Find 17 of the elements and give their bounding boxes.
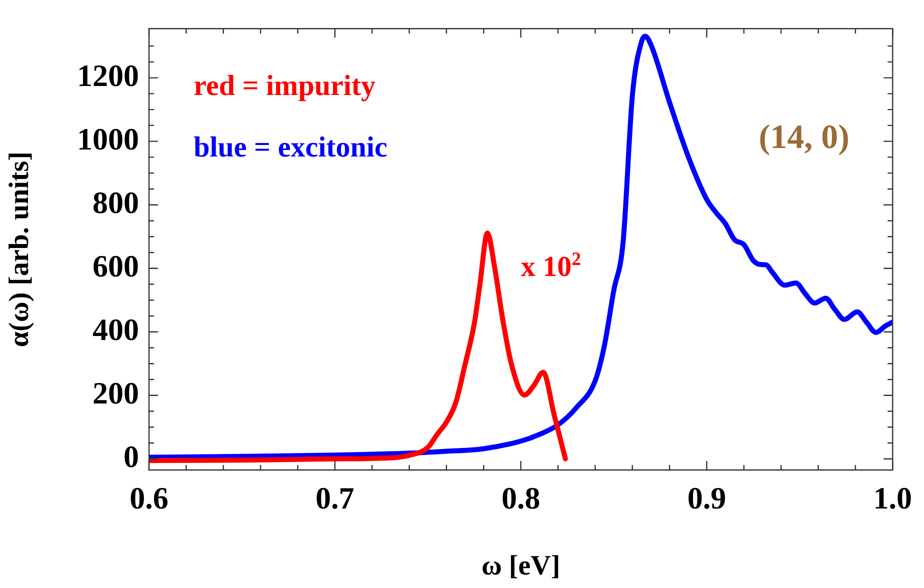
y-tick-label: 1200 — [77, 58, 139, 93]
x-tick-label: 0.7 — [316, 480, 354, 516]
x-tick-label: 0.8 — [501, 480, 540, 516]
y-tick-label: 800 — [92, 184, 139, 220]
y-tick-label: 1000 — [77, 121, 139, 156]
x-tick-label: 0.6 — [130, 480, 168, 516]
y-tick-label: 600 — [92, 248, 139, 284]
x-tick-label: 0.9 — [687, 480, 726, 516]
x-tick-label: 1.0 — [873, 480, 912, 516]
x-axis-title: ω [eV] — [481, 550, 560, 582]
annotation: blue = excitonic — [194, 132, 388, 164]
y-tick-label: 200 — [92, 375, 139, 410]
y-tick-label: 0 — [124, 438, 139, 474]
y-axis-title: α(ω) [arb. units] — [4, 152, 36, 348]
annotation: red = impurity — [194, 70, 376, 102]
annotation: (14, 0) — [758, 118, 850, 156]
y-tick-label: 400 — [92, 312, 139, 347]
